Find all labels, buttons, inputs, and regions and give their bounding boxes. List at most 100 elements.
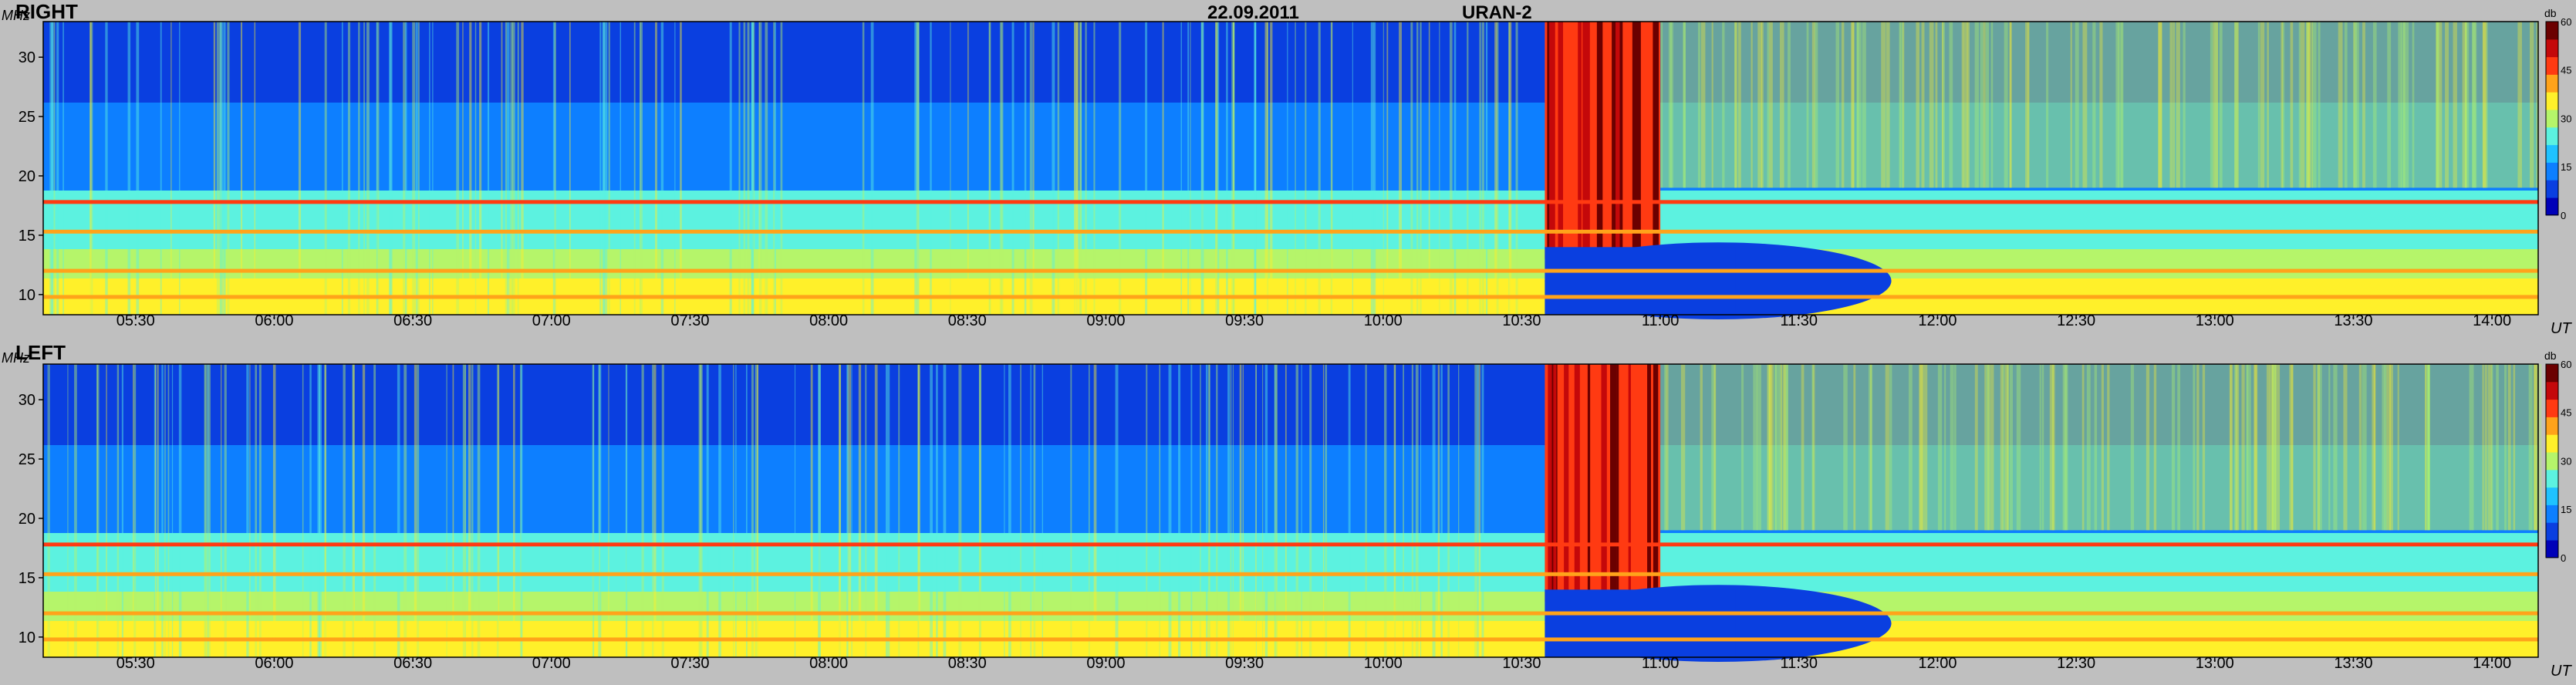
heatmap-stripe — [1967, 22, 1970, 188]
heatmap-stripe — [1274, 364, 1276, 657]
heatmap-stripe — [846, 364, 849, 657]
heatmap-stripe — [254, 22, 256, 315]
heatmap-stripe — [2328, 364, 2331, 531]
y-tick-label: 10 — [19, 629, 35, 646]
heatmap-stripe — [1950, 364, 1954, 531]
heatmap-stripe — [780, 22, 783, 315]
x-tick-label: 11:00 — [1642, 312, 1680, 329]
heatmap-stripe — [1370, 22, 1374, 315]
y-tick-label: 30 — [19, 49, 35, 66]
heatmap-stripe — [167, 364, 170, 657]
heatmap-band — [43, 160, 2538, 169]
heatmap-stripe — [858, 364, 862, 657]
heatmap-stripe — [2465, 22, 2470, 188]
heatmap-stripe — [2275, 364, 2281, 531]
heatmap-stripe — [1751, 22, 1753, 188]
heatmap-band — [43, 400, 2538, 409]
heatmap-stripe — [1889, 364, 1892, 531]
heatmap-stripe — [706, 364, 709, 657]
heatmap-stripe — [2234, 22, 2239, 188]
heatmap-stripe — [1075, 22, 1079, 315]
heatmap-stripe — [2009, 22, 2011, 188]
heatmap-stripe — [474, 22, 477, 315]
heatmap-stripe — [249, 364, 251, 657]
heatmap-stripe — [2230, 364, 2233, 531]
heatmap-stripe — [67, 364, 69, 657]
heatmap-stripe — [462, 22, 464, 315]
heatmap-stripe — [1734, 22, 1738, 188]
heatmap-stripe — [839, 364, 842, 657]
heatmap-stripe — [1254, 22, 1257, 315]
heatmap-stripe — [319, 364, 322, 657]
colorbar-frame — [2545, 363, 2559, 558]
heatmap-stripe — [2319, 364, 2322, 531]
heatmap-stripe — [2386, 364, 2392, 531]
heatmap-stripe — [352, 364, 354, 657]
heatmap-stripe — [2311, 22, 2313, 188]
heatmap-stripe — [2081, 364, 2085, 531]
heatmap-stripe — [1032, 22, 1035, 315]
heatmap-stripe — [1057, 22, 1060, 315]
heatmap-stripe — [1232, 364, 1234, 657]
heatmap-stripe — [1949, 22, 1953, 188]
heatmap-band — [43, 532, 2538, 541]
heatmap-stripe — [930, 364, 933, 657]
y-tick-label: 15 — [19, 570, 35, 587]
heatmap-stripe — [479, 22, 482, 315]
heatmap-stripe — [2254, 364, 2257, 531]
heatmap-band — [43, 73, 2538, 81]
heatmap-band — [43, 175, 2538, 184]
heatmap-stripe — [747, 22, 750, 315]
heatmap-stripe — [1420, 364, 1422, 657]
heatmap-stripe — [1987, 364, 1990, 531]
heatmap-stripe — [1162, 22, 1164, 315]
heatmap-stripe — [2107, 364, 2110, 531]
heatmap-stripe — [1020, 364, 1021, 657]
heatmap-stripe — [376, 22, 380, 315]
y-tick-label: 20 — [19, 511, 35, 528]
heatmap-band — [43, 256, 2538, 264]
heatmap-stripe — [49, 22, 53, 315]
heatmap-stripe — [1761, 22, 1764, 188]
heatmap-stripe — [2004, 364, 2009, 531]
heatmap-stripe — [774, 22, 776, 315]
heatmap-stripe — [1929, 22, 1934, 188]
heatmap-stripe — [1507, 22, 1511, 315]
heatmap-stripe — [2536, 22, 2539, 188]
heatmap-stripe — [1700, 364, 1703, 531]
x-tick-label: 06:30 — [393, 655, 432, 672]
heatmap-band — [43, 547, 2538, 555]
heatmap-stripe — [2362, 364, 2367, 531]
heatmap-stripe — [1024, 22, 1027, 315]
heatmap-stripe — [2402, 22, 2406, 188]
heatmap-stripe — [2004, 22, 2008, 188]
interference-line — [43, 200, 2538, 204]
x-tick-label: 07:30 — [670, 655, 709, 672]
heatmap-stripe — [2272, 364, 2276, 531]
heatmap-stripe — [1481, 364, 1484, 657]
colorbar-segment — [2546, 381, 2558, 400]
heatmap-stripe — [160, 22, 162, 315]
x-tick-label: 10:00 — [1364, 312, 1403, 329]
heatmap-stripe — [2233, 364, 2238, 531]
heatmap-stripe — [1115, 364, 1119, 657]
heatmap-stripe — [718, 364, 721, 657]
heatmap-stripe — [429, 22, 430, 315]
heatmap-stripe — [1029, 22, 1033, 315]
heatmap-stripe — [1963, 22, 1968, 188]
heatmap-stripe — [223, 22, 226, 315]
heatmap-stripe — [487, 22, 490, 315]
heatmap-stripe — [1757, 22, 1762, 188]
heatmap-stripe — [1666, 364, 1669, 531]
interference-line — [43, 542, 2538, 547]
heatmap-stripe — [2343, 364, 2348, 531]
heatmap-stripe — [1856, 22, 1859, 188]
heatmap-stripe — [213, 22, 216, 315]
x-tick-label: 08:30 — [948, 312, 987, 329]
x-tick-label: 09:30 — [1225, 312, 1264, 329]
heatmap-stripe — [1318, 22, 1321, 315]
heatmap-stripe — [2318, 22, 2321, 188]
heatmap-stripe — [2235, 364, 2240, 531]
right-panel-title: RIGHT — [15, 0, 78, 23]
heatmap-stripe — [240, 22, 243, 315]
